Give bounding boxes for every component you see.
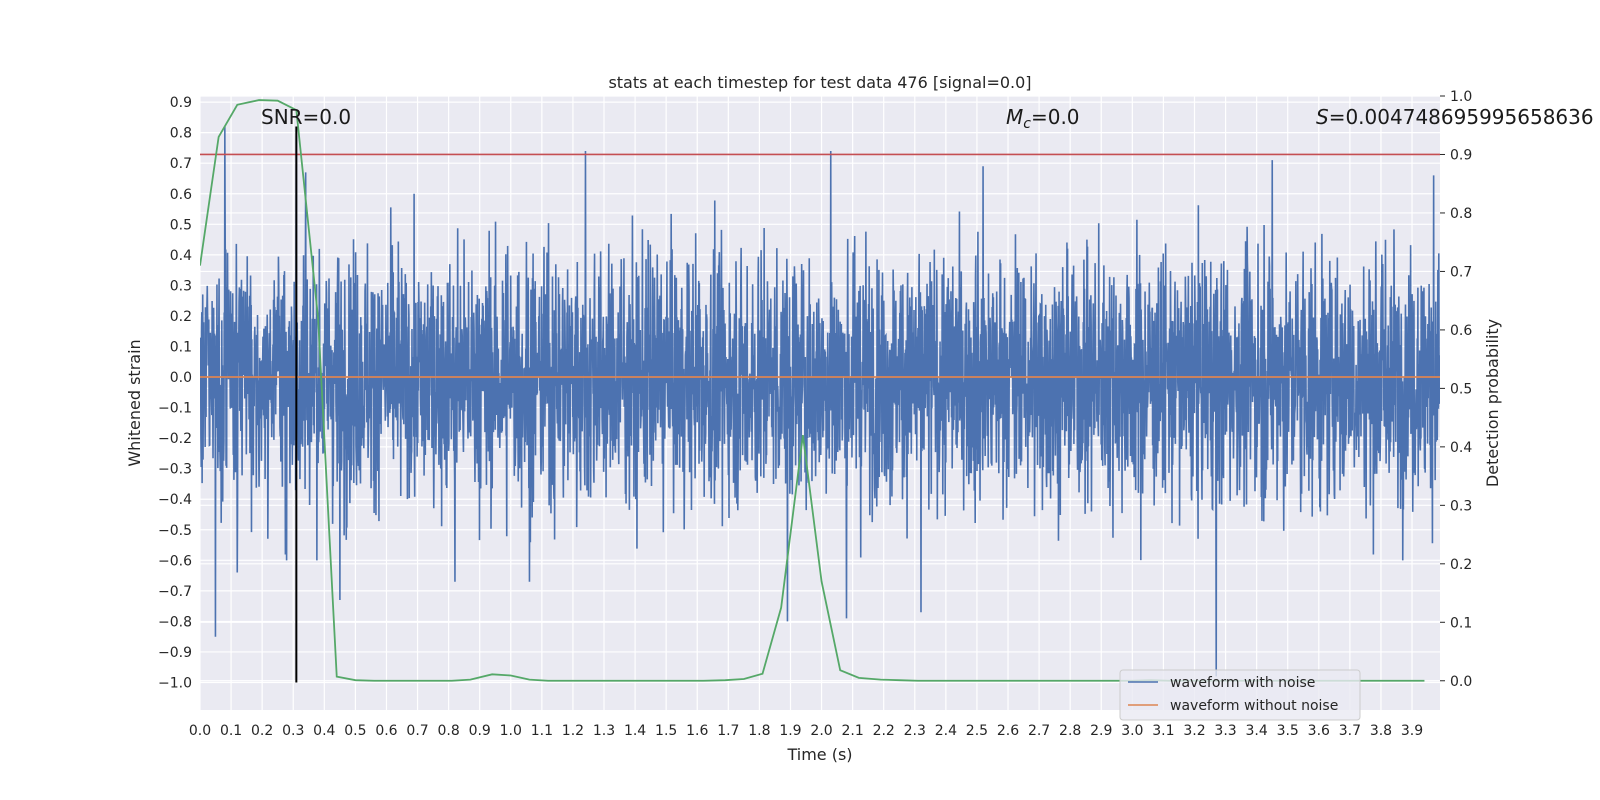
x-tick-label: 3.0 xyxy=(1121,723,1143,739)
x-tick-label: 3.8 xyxy=(1370,723,1392,739)
x-tick-label: 3.9 xyxy=(1401,723,1423,739)
y-tick-label: 0.5 xyxy=(170,217,192,233)
legend-box xyxy=(1119,669,1361,721)
x-tick-label: 0.7 xyxy=(406,723,428,739)
y2-tick-label: 0.1 xyxy=(1450,615,1472,631)
y-tick-label: −0.9 xyxy=(158,645,192,661)
series-waveform-with-noise xyxy=(200,126,1440,677)
y-tick-label: 0.9 xyxy=(170,95,192,111)
y-tick-label: 0.3 xyxy=(170,278,192,294)
y-axis-label: Whitened strain xyxy=(125,339,144,466)
y-tick-labels: 0.9 0.8 0.7 0.6 0.5 0.4 0.3 0.2 0.1 0.0 −0.1 −0.2 −0… xyxy=(158,95,192,691)
y-tick-label: −0.8 xyxy=(158,614,192,630)
x-tick-label: 3.6 xyxy=(1308,723,1330,739)
x-tick-label: 0.3 xyxy=(282,723,304,739)
x-tick-label: 1.1 xyxy=(531,723,553,739)
x-tick-label: 3.7 xyxy=(1339,723,1361,739)
y-tick-label: 0.2 xyxy=(170,309,192,325)
y-tick-label: −0.2 xyxy=(158,431,192,447)
x-tick-label: 1.2 xyxy=(562,723,584,739)
x-tick-label: 1.6 xyxy=(686,723,708,739)
legend-label-noise: waveform with noise xyxy=(1170,675,1315,691)
x-tick-label: 2.3 xyxy=(904,723,926,739)
y2-axis-label: Detection probability xyxy=(1483,319,1502,487)
y2-tick-label: 1.0 xyxy=(1450,89,1472,105)
y-tick-label: 0.7 xyxy=(170,156,192,172)
x-tick-label: 2.1 xyxy=(841,723,863,739)
x-tick-label: 2.5 xyxy=(966,723,988,739)
x-tick-label: 3.4 xyxy=(1246,723,1268,739)
x-tick-label: 2.6 xyxy=(997,723,1019,739)
y-tick-label: 0.6 xyxy=(170,187,192,203)
x-tick-label: 2.8 xyxy=(1059,723,1081,739)
x-tick-label: 0.1 xyxy=(220,723,242,739)
x-tick-label: 1.5 xyxy=(655,723,677,739)
x-tick-label: 2.9 xyxy=(1090,723,1112,739)
x-axis-label: Time (s) xyxy=(786,745,852,764)
y2-tick-label: 0.0 xyxy=(1450,674,1472,690)
x-tick-label: 1.8 xyxy=(748,723,770,739)
y-tick-label: −0.7 xyxy=(158,584,192,600)
snr-statistic-annotation: S=0.004748695995658636 xyxy=(1316,105,1594,129)
x-tick-label: 2.4 xyxy=(935,723,957,739)
x-tick-label: 0.6 xyxy=(375,723,397,739)
x-tick-label: 0.4 xyxy=(313,723,335,739)
x-tick-labels: 0.0 0.1 0.2 0.3 0.4 0.5 0.6 0.7 0.8 0.9 1.0 1.1 1.2 1… xyxy=(189,723,1423,739)
y-tick-label: −0.5 xyxy=(158,523,192,539)
x-tick-label: 3.3 xyxy=(1214,723,1236,739)
x-tick-label: 1.3 xyxy=(593,723,615,739)
x-tick-label: 3.2 xyxy=(1183,723,1205,739)
x-tick-label: 1.9 xyxy=(779,723,801,739)
y-tick-label: −0.4 xyxy=(158,492,192,508)
x-tick-label: 0.5 xyxy=(344,723,366,739)
snr-annotation: SNR=0.0 xyxy=(261,105,351,129)
x-tick-label: 0.0 xyxy=(189,723,211,739)
y2-tick-label: 0.6 xyxy=(1450,323,1472,339)
y2-tick-label: 0.9 xyxy=(1450,147,1472,163)
x-tick-label: 2.7 xyxy=(1028,723,1050,739)
y-tick-label: 0.4 xyxy=(170,248,192,264)
y2-tick-label: 0.7 xyxy=(1450,264,1472,280)
chirp-mass-annotation: Mc=0.0 xyxy=(1006,105,1080,132)
y2-tick-label: 0.4 xyxy=(1450,440,1472,456)
y-tick-label: 0.1 xyxy=(170,339,192,355)
y2-tick-label: 0.8 xyxy=(1450,206,1472,222)
y-tick-label: −0.3 xyxy=(158,462,192,478)
y-tick-label: −0.1 xyxy=(158,401,192,417)
x-tick-label: 3.1 xyxy=(1152,723,1174,739)
y-tick-label: −1.0 xyxy=(158,676,192,692)
x-tick-label: 0.8 xyxy=(437,723,459,739)
y2-tick-label: 0.2 xyxy=(1450,557,1472,573)
x-tick-label: 2.2 xyxy=(873,723,895,739)
y-tick-label: 0.8 xyxy=(170,126,192,142)
x-tick-label: 1.0 xyxy=(500,723,522,739)
y2-tick-labels: 1.0 0.9 0.8 0.7 0.6 0.5 0.4 0.3 0.2 0.1 0.0 xyxy=(1440,89,1472,690)
x-tick-label: 0.2 xyxy=(251,723,273,739)
x-tick-label: 1.4 xyxy=(624,723,646,739)
y2-tick-label: 0.5 xyxy=(1450,381,1472,397)
x-tick-label: 0.9 xyxy=(469,723,491,739)
legend-label-clean: waveform without noise xyxy=(1170,698,1338,714)
legend: waveform with noise waveform without noi… xyxy=(1119,669,1361,721)
x-tick-label: 3.5 xyxy=(1277,723,1299,739)
x-tick-label: 1.7 xyxy=(717,723,739,739)
chart-title: stats at each timestep for test data 476… xyxy=(608,73,1031,92)
y-tick-label: −0.6 xyxy=(158,553,192,569)
x-tick-label: 2.0 xyxy=(810,723,832,739)
y2-tick-label: 0.3 xyxy=(1450,498,1472,514)
y-tick-label: 0.0 xyxy=(170,370,192,386)
